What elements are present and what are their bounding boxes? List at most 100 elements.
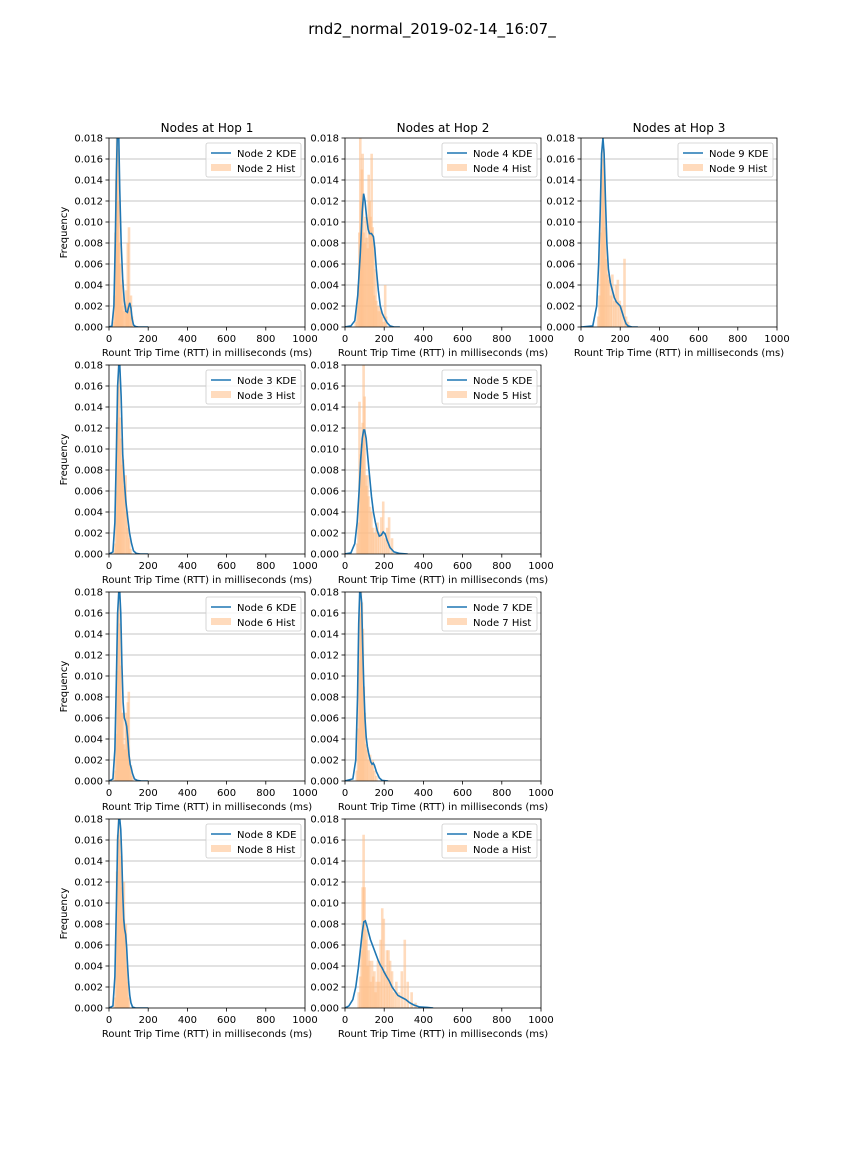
hist-bar xyxy=(613,300,616,327)
legend: Node 8 KDE Node 8 Hist xyxy=(205,823,302,859)
x-tick-label: 600 xyxy=(453,334,472,345)
y-tick-label: 0.012 xyxy=(310,651,339,662)
y-tick-label: 0.008 xyxy=(546,239,575,250)
axes-frame xyxy=(344,818,542,1009)
y-tick-label: 0.014 xyxy=(74,403,103,414)
y-tick-label: 0.014 xyxy=(74,857,103,868)
y-tick-label: 0.000 xyxy=(74,1004,103,1015)
hist-bar xyxy=(378,533,381,554)
x-tick-label: 800 xyxy=(256,561,275,572)
x-tick-label: 200 xyxy=(375,1015,394,1026)
hist-bar xyxy=(392,992,396,1008)
legend-label: Node 4 Hist xyxy=(473,164,531,175)
subplot-5: 0.000 0.002 0.004 0.006 0.008 0.010 0.012 0.014… xyxy=(310,361,553,587)
x-axis-label: Rount Trip Time (RTT) in milliseconds (m… xyxy=(338,348,548,359)
legend-label: Node 3 KDE xyxy=(237,376,296,387)
hist-bar xyxy=(121,279,125,327)
axes-frame xyxy=(344,137,542,328)
hist-bar xyxy=(129,765,133,781)
hist-bar xyxy=(376,960,380,1008)
legend: Node 7 KDE Node 7 Hist xyxy=(441,596,538,632)
hist-bar xyxy=(368,506,372,554)
histogram xyxy=(113,592,134,781)
legend-label: Node 5 Hist xyxy=(473,391,531,402)
legend-label: Node 9 KDE xyxy=(709,149,768,160)
y-tick-label: 0.000 xyxy=(74,550,103,561)
y-tick-label: 0.012 xyxy=(310,424,339,435)
hist-bar xyxy=(626,321,630,327)
y-axis-label: Frequency xyxy=(59,888,70,940)
y-tick-label: 0.002 xyxy=(74,983,103,994)
hist-bar xyxy=(373,533,376,554)
kde-line xyxy=(345,429,408,554)
legend-bar-swatch xyxy=(211,618,231,625)
y-tick-label: 0.004 xyxy=(74,508,103,519)
kde-line xyxy=(109,138,149,327)
hist-bar xyxy=(397,992,401,1008)
x-tick-label: 800 xyxy=(492,1015,511,1026)
hist-bar xyxy=(127,691,131,781)
x-tick-label: 0 xyxy=(106,561,112,572)
y-tick-label: 0.008 xyxy=(74,693,103,704)
subplot-3: 0.000 0.002 0.004 0.006 0.008 0.010 0.012 0.014… xyxy=(546,121,789,359)
x-tick-label: 0 xyxy=(578,334,584,345)
subplot-title: Nodes at Hop 2 xyxy=(397,121,490,135)
y-tick-label: 0.014 xyxy=(546,176,575,187)
y-tick-label: 0.010 xyxy=(74,445,103,456)
subplot-9: 0.000 0.002 0.004 0.006 0.008 0.010 0.012 0.014… xyxy=(310,815,553,1041)
hist-bar xyxy=(124,475,127,554)
x-tick-label: 200 xyxy=(139,334,158,345)
y-tick-label: 0.014 xyxy=(310,176,339,187)
y-tick-label: 0.006 xyxy=(310,260,339,271)
x-tick-label: 1000 xyxy=(528,1015,553,1026)
y-tick-label: 0.012 xyxy=(74,424,103,435)
histogram xyxy=(354,138,388,327)
hist-bar xyxy=(370,765,373,781)
subplot-1: 0.000 0.002 0.004 0.006 0.008 0.010 0.012 0.014… xyxy=(59,121,318,359)
legend: Node 6 KDE Node 6 Hist xyxy=(205,596,302,632)
hist-bar xyxy=(395,981,398,1008)
x-tick-label: 600 xyxy=(689,334,708,345)
hist-bar xyxy=(384,971,387,1008)
x-tick-label: 200 xyxy=(375,788,394,799)
hist-bar xyxy=(129,548,132,554)
hist-bar xyxy=(385,950,389,1008)
x-tick-label: 200 xyxy=(375,334,394,345)
x-tick-label: 1000 xyxy=(292,334,317,345)
y-tick-label: 0.008 xyxy=(310,466,339,477)
y-tick-label: 0.012 xyxy=(74,878,103,889)
y-tick-label: 0.004 xyxy=(310,508,339,519)
hist-bar xyxy=(390,538,394,554)
y-tick-label: 0.016 xyxy=(310,836,339,847)
axes-frame xyxy=(344,591,542,782)
hist-bar xyxy=(383,285,387,327)
subplot-7: 0.000 0.002 0.004 0.006 0.008 0.010 0.012 0.014… xyxy=(310,588,553,814)
kde-line xyxy=(109,592,149,781)
hist-bar xyxy=(371,760,375,781)
y-tick-label: 0.002 xyxy=(546,302,575,313)
x-tick-label: 600 xyxy=(453,788,472,799)
hist-bar xyxy=(381,501,385,554)
legend-label: Node 7 KDE xyxy=(473,603,532,614)
y-axis-label: Frequency xyxy=(59,661,70,713)
legend: Node 9 KDE Node 9 Hist xyxy=(677,142,774,178)
y-tick-label: 0.016 xyxy=(74,382,103,393)
hist-bar xyxy=(410,992,413,1008)
x-axis-label: Rount Trip Time (RTT) in milliseconds (m… xyxy=(338,1029,548,1040)
subplot-8: 0.000 0.002 0.004 0.006 0.008 0.010 0.012 0.014… xyxy=(59,815,318,1041)
hist-bar xyxy=(608,279,611,327)
hist-bar xyxy=(382,918,386,1008)
y-tick-label: 0.012 xyxy=(310,197,339,208)
x-tick-label: 0 xyxy=(106,1015,112,1026)
y-tick-label: 0.008 xyxy=(74,466,103,477)
kde-line xyxy=(109,819,149,1008)
legend-label: Node a Hist xyxy=(473,845,531,856)
legend-bar-swatch xyxy=(211,164,231,171)
hist-bar xyxy=(611,274,614,327)
legend-bar-swatch xyxy=(447,391,467,398)
y-tick-label: 0.006 xyxy=(310,714,339,725)
hist-bar xyxy=(618,300,622,327)
x-tick-label: 1000 xyxy=(528,561,553,572)
x-axis-label: Rount Trip Time (RTT) in milliseconds (m… xyxy=(102,348,312,359)
x-axis-label: Rount Trip Time (RTT) in milliseconds (m… xyxy=(102,802,312,813)
